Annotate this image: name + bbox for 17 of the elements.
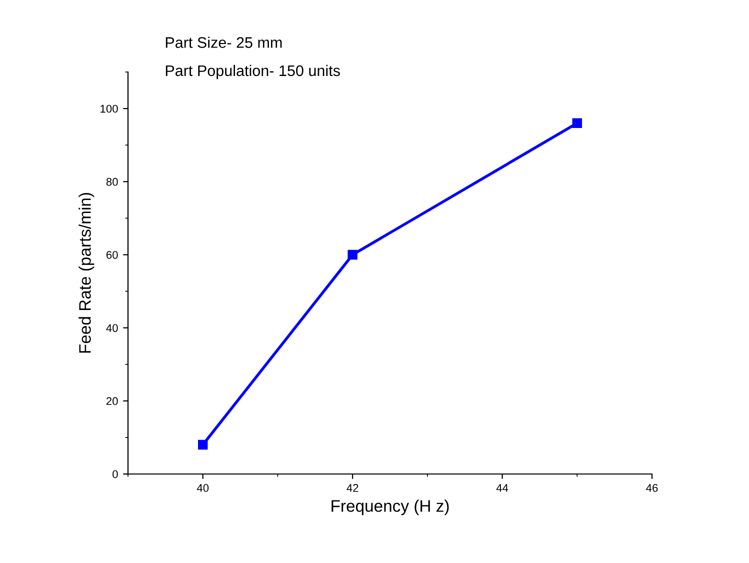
y-tick-label: 0 [112,470,118,478]
x-tick-label: 42 [346,484,358,492]
point [348,250,358,260]
y-tick-label: 80 [106,178,118,186]
annotation: Part Population- 150 units [166,64,340,80]
y-tick-label: 100 [100,104,118,113]
text: Part Size- 25 mm [166,36,282,48]
y-tick-label: 40 [106,324,118,332]
y-tick-label: 20 [106,397,118,406]
x-tick-label: 44 [496,484,508,492]
y-axis-title: Feed Rate (parts/min) [78,192,94,353]
x-tick-label: 46 [646,484,658,492]
y-tick-label: 60 [106,250,118,259]
point [198,440,208,450]
point [572,118,582,128]
x-axis-title: Frequency (H z) [332,500,449,516]
x-tick-label: 40 [196,484,209,492]
